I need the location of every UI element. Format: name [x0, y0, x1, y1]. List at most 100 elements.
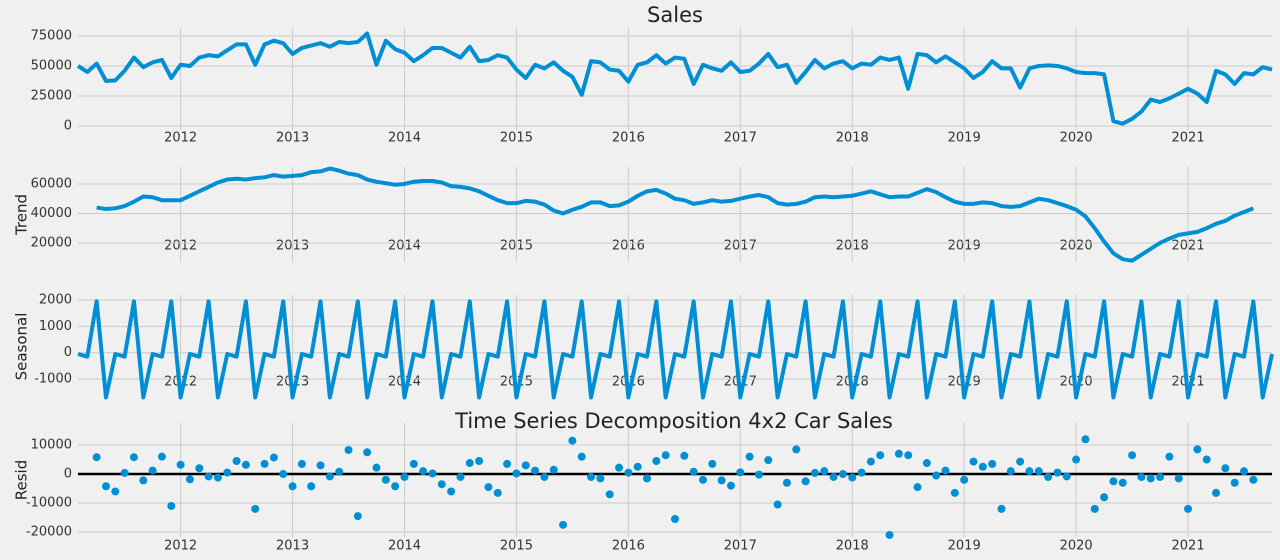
x-tick-label: 2013 [276, 239, 309, 254]
resid-point [1044, 472, 1053, 481]
resid-point [801, 477, 810, 486]
resid-point [1081, 435, 1090, 444]
x-tick-label: 2020 [1060, 239, 1093, 254]
x-tick-label: 2015 [500, 539, 533, 554]
x-tick-label: 2017 [724, 239, 757, 254]
resid-point [1212, 488, 1221, 497]
resid-point [1062, 472, 1071, 481]
resid-point [307, 482, 316, 491]
resid-point [475, 457, 484, 465]
resid-point [223, 468, 232, 477]
x-tick-label: 2012 [164, 239, 197, 254]
resid-point [213, 473, 222, 482]
x-tick-label: 2012 [164, 539, 197, 554]
resid-point [325, 472, 334, 481]
resid-point [913, 483, 922, 492]
x-tick-label: 2020 [1060, 131, 1093, 146]
y-tick-label: 50000 [31, 58, 72, 73]
x-tick-label: 2015 [500, 131, 533, 146]
resid-point [1249, 475, 1258, 484]
resid-point [978, 462, 987, 471]
resid-point [1240, 467, 1249, 476]
resid-point [1006, 467, 1015, 476]
resid-point [782, 478, 791, 487]
resid-point [922, 459, 931, 468]
x-tick-label: 2013 [276, 539, 309, 554]
resid-point [1072, 455, 1081, 464]
x-tick-label: 2021 [1172, 539, 1205, 554]
resid-point [838, 470, 847, 479]
resid-point [428, 469, 437, 478]
resid-point [101, 482, 110, 491]
x-tick-label: 2019 [948, 239, 981, 254]
resid-point [456, 472, 465, 481]
x-tick-label: 2016 [612, 239, 645, 254]
resid-point [372, 463, 381, 472]
resid-point [764, 456, 773, 465]
resid-point [587, 472, 596, 481]
y-tick-label: 0 [64, 119, 72, 134]
resid-point [185, 475, 194, 484]
resid-point [736, 468, 745, 477]
x-tick-label: 2014 [388, 239, 421, 254]
x-tick-label: 2019 [948, 539, 981, 554]
resid-point [876, 451, 885, 460]
x-tick-label: 2021 [1172, 239, 1205, 254]
resid-point [1165, 452, 1174, 461]
resid-point [1016, 457, 1025, 466]
resid-point [540, 472, 549, 481]
resid-point [400, 472, 409, 481]
y-tick-label: 0 [64, 467, 72, 482]
resid-point [708, 459, 717, 468]
y-tick-label: 0 [64, 345, 72, 360]
figure-title: Time Series Decomposition 4x2 Car Sales [454, 409, 893, 433]
resid-point [559, 520, 568, 529]
resid-point [866, 457, 875, 466]
x-tick-label: 2018 [836, 539, 869, 554]
resid-point [353, 512, 362, 521]
y-tick-label: 40000 [31, 206, 72, 221]
x-tick-label: 2013 [276, 131, 309, 146]
x-tick-label: 2019 [948, 131, 981, 146]
y-tick-label: 1000 [39, 319, 72, 334]
resid-point [894, 449, 903, 458]
y-tick-label: 75000 [31, 28, 72, 43]
resid-point [960, 475, 969, 484]
x-tick-label: 2014 [388, 131, 421, 146]
resid-point [577, 452, 586, 461]
resid-point [409, 459, 418, 468]
resid-point [297, 459, 306, 468]
resid-point [1053, 468, 1062, 477]
resid-point [969, 457, 978, 466]
resid-point [904, 451, 913, 460]
y-tick-label: 60000 [31, 176, 72, 191]
resid-point [251, 504, 260, 513]
resid-point [820, 467, 829, 476]
resid-point [941, 466, 950, 475]
resid-point [1230, 478, 1239, 487]
resid-point [643, 474, 652, 483]
resid-point [1202, 455, 1211, 464]
resid-point [148, 466, 157, 475]
resid-point [848, 473, 857, 482]
resid-point [232, 457, 241, 465]
x-tick-label: 2021 [1172, 131, 1205, 146]
resid-point [335, 467, 344, 476]
resid-point [269, 453, 278, 462]
x-tick-label: 2016 [612, 131, 645, 146]
resid-point [139, 476, 148, 485]
resid-point [381, 475, 390, 484]
x-tick-label: 2018 [836, 239, 869, 254]
resid-point [810, 468, 819, 477]
resid-point [698, 475, 707, 484]
resid-point [1193, 445, 1202, 454]
chart-title: Sales [647, 3, 703, 27]
resid-point [1118, 478, 1127, 487]
resid-point [633, 462, 642, 471]
x-tick-label: 2016 [612, 539, 645, 554]
y-tick-label: -10000 [26, 496, 72, 511]
resid-point [288, 482, 297, 491]
resid-point [157, 452, 166, 461]
resid-point [437, 480, 446, 489]
